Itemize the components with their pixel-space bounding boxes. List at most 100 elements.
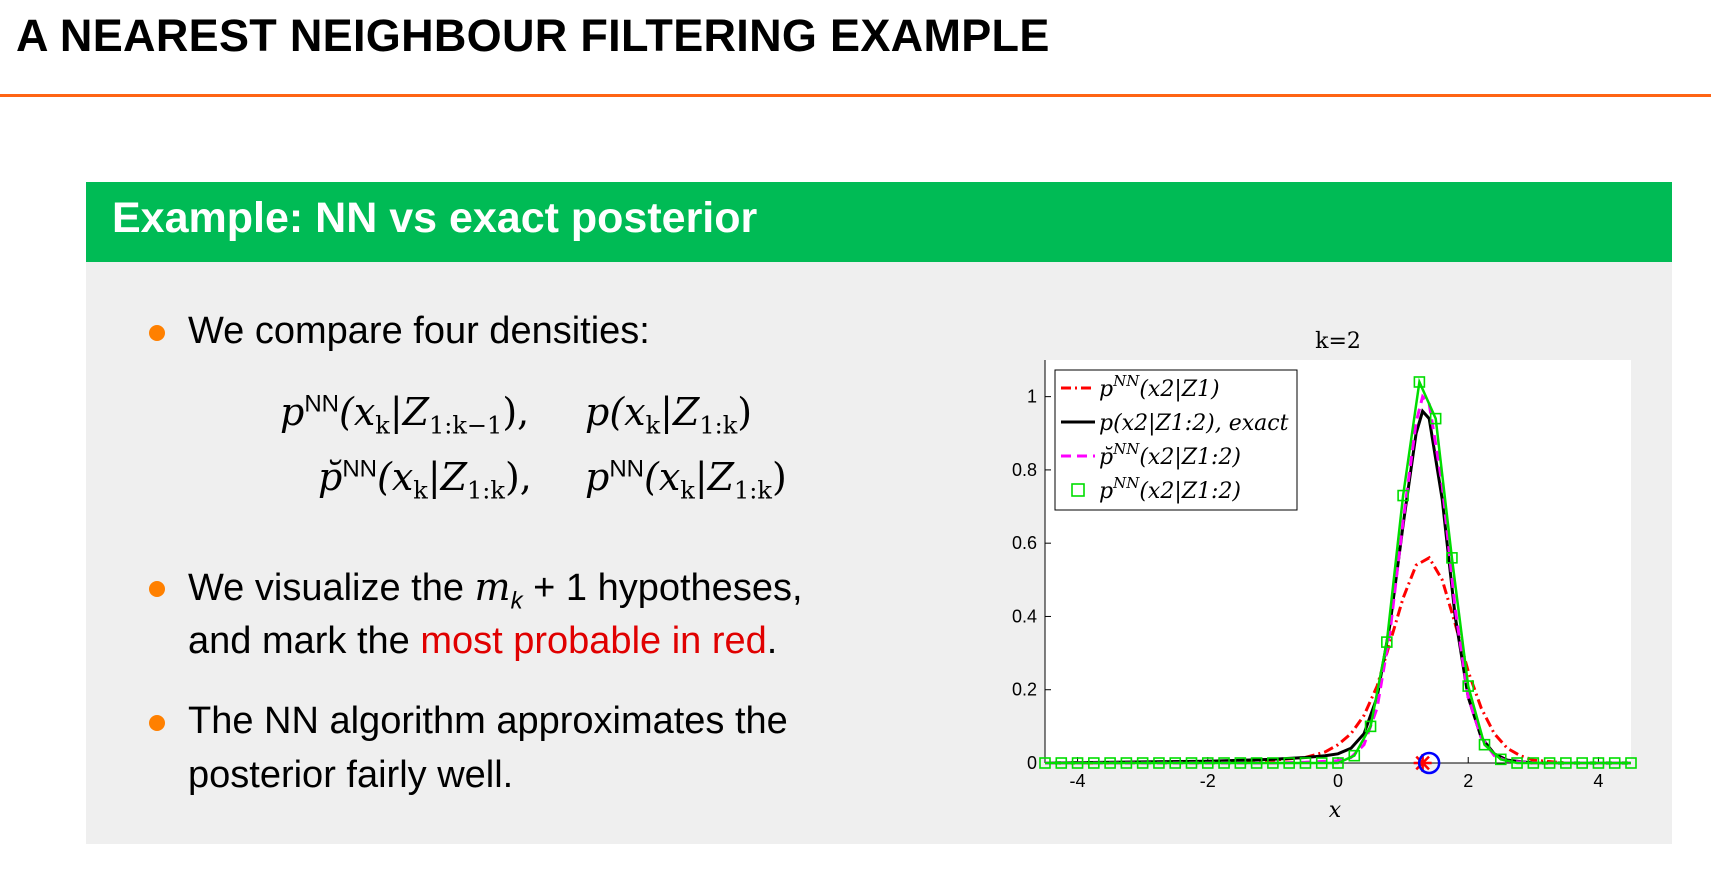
formula-4-p: p	[585, 455, 610, 499]
y-tick-label: 0.8	[1012, 460, 1037, 480]
legend-swatch-3	[1071, 483, 1085, 497]
square-marker	[1136, 757, 1149, 769]
bullet-2-math: m	[474, 565, 511, 609]
y-tick-label: 0.6	[1012, 533, 1037, 553]
square-marker	[1332, 757, 1344, 769]
square-marker	[1478, 738, 1491, 751]
chart-title: k=2	[1315, 329, 1361, 354]
square-marker	[1527, 757, 1540, 769]
square-marker	[1446, 552, 1458, 564]
square-marker	[1267, 757, 1279, 769]
square-marker	[1364, 720, 1377, 733]
bullet-dot-1	[149, 325, 165, 341]
x-tick-label: -4	[1070, 771, 1086, 791]
square-marker	[1120, 757, 1133, 769]
bullet-2-highlight: most probable in red	[420, 620, 767, 662]
formula-3-sup: NN	[342, 455, 377, 483]
hypothesis-circle-marker	[1417, 751, 1441, 775]
square-marker	[1494, 753, 1507, 766]
legend: pNN(x2|Z1) p(x2|Z1:2), exact p̆NN(x2|Z1:2)…	[1054, 369, 1298, 511]
square-marker	[1608, 757, 1621, 769]
square-marker	[1543, 757, 1556, 769]
formula-2-subk: k	[645, 411, 661, 440]
formula-2-p: p(x	[585, 390, 646, 434]
formula-1-sup: NN	[304, 390, 339, 418]
formula-4-close: )	[771, 455, 787, 499]
formula-4-sub: 1:k	[734, 476, 772, 505]
square-marker	[1104, 757, 1116, 769]
series-layer	[1039, 376, 1637, 769]
square-marker	[1250, 757, 1263, 769]
square-marker	[1185, 757, 1198, 769]
square-marker	[1511, 757, 1523, 769]
bullet-2-line2-post: .	[766, 620, 778, 662]
formula-3-sub: 1:k	[467, 476, 505, 505]
square-marker	[1283, 757, 1295, 769]
formula-row-2: p̆NN(xk|Z1:k),	[318, 455, 532, 505]
formula-row-1b: p(xk|Z1:k)	[585, 390, 752, 440]
square-marker	[1429, 412, 1442, 425]
legend-box	[1054, 369, 1298, 511]
y-tick-label: 0.4	[1012, 606, 1037, 626]
square-marker	[1039, 757, 1051, 769]
formula-1-subk: k	[375, 411, 390, 440]
square-marker	[1413, 376, 1426, 388]
title-rule	[0, 94, 1711, 97]
bullet-2-line2-pre: and mark the	[188, 620, 421, 662]
bullet-dot-3	[149, 715, 165, 731]
square-marker	[1592, 757, 1605, 769]
legend-label-0: pNN(x2|Z1)	[1099, 372, 1220, 402]
formula-2-close: )	[737, 390, 753, 434]
formula-1-close: ),	[502, 390, 530, 434]
block-title: Example: NN vs exact posterior	[112, 194, 758, 242]
formula-2-bar: |Z	[660, 390, 700, 434]
formula-row-1: pNN(xk|Z1:k−1),	[280, 390, 529, 440]
bullet-text-3-line1: The NN algorithm approximates the	[188, 700, 788, 742]
legend-label-3: pNN(x2|Z1:2)	[1099, 474, 1241, 504]
asterisk-stroke	[1415, 755, 1430, 771]
series-line-3	[1045, 377, 1631, 765]
y-tick-label: 0	[1027, 753, 1037, 773]
bullet-2-pre: We visualize the	[188, 567, 475, 609]
square-marker	[1462, 680, 1475, 692]
formula-1-p: p	[280, 390, 305, 434]
formula-row-2b: pNN(xk|Z1:k)	[585, 455, 787, 505]
bullet-text-2-line1: We visualize the mk + 1 hypotheses,	[188, 560, 803, 629]
bullet-dot-2	[149, 581, 165, 597]
slide-title: A NEAREST NEIGHBOUR FILTERING EXAMPLE	[16, 10, 1050, 61]
square-marker	[1560, 757, 1572, 769]
square-marker	[1218, 757, 1230, 769]
square-marker	[1576, 757, 1588, 769]
square-marker	[1055, 757, 1068, 769]
formula-4-bar: |Z	[694, 455, 735, 499]
legend-label-1: p(x2|Z1:2), exact	[1099, 411, 1289, 436]
square-marker	[1088, 757, 1100, 769]
bullet-2-post: + 1 hypotheses,	[522, 567, 803, 609]
legend-label-2: p̆NN(x2|Z1:2)	[1099, 440, 1241, 470]
formula-3-args: (x	[377, 455, 414, 499]
bullet-text-3-line2: posterior fairly well.	[188, 754, 514, 796]
square-marker	[1315, 757, 1328, 769]
square-marker	[1299, 757, 1312, 769]
bullet-text-1: We compare four densities:	[188, 310, 650, 352]
formula-3-subk: k	[413, 476, 428, 505]
square-marker	[1169, 757, 1182, 769]
formula-3-p: p̆	[318, 455, 343, 499]
formula-4-args: (x	[644, 455, 681, 499]
x-tick-label: 4	[1593, 771, 1603, 791]
bullet-2-sub: k	[510, 587, 523, 615]
x-axis-label: x	[1329, 798, 1342, 823]
formula-1-bar: |Z	[389, 390, 430, 434]
density-chart: k=2 -4 -2 0 2 4 0 0.2 0.4 0.6 0.8 1 x pNN(x2|Z1) p(…	[1012, 329, 1637, 823]
square-marker	[1201, 757, 1214, 769]
square-marker	[1625, 757, 1637, 769]
square-marker	[1234, 757, 1247, 769]
bullet-text-2-line2: and mark the most probable in red.	[188, 614, 777, 669]
formula-4-sup: NN	[609, 455, 644, 483]
square-marker	[1071, 757, 1084, 769]
marker-layer	[1413, 751, 1441, 775]
formula-4-subk: k	[680, 476, 695, 505]
x-tick-label: -2	[1200, 771, 1216, 791]
y-tick-label: 0.2	[1012, 680, 1037, 700]
formula-3-bar: |Z	[427, 455, 468, 499]
